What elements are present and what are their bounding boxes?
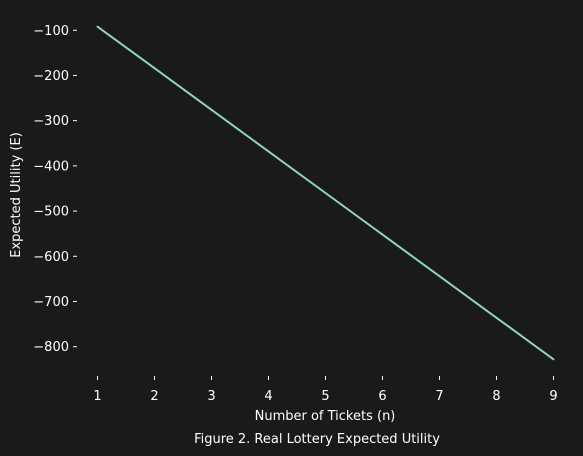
plot-area (96, 25, 555, 361)
data-point (210, 108, 213, 111)
figure-caption: Figure 2. Real Lottery Expected Utility (194, 432, 440, 447)
x-tick-label: 7 (435, 389, 443, 404)
y-tick-label: −700 (33, 295, 69, 310)
y-tick-label: −500 (33, 205, 69, 220)
x-tick-label: 4 (264, 389, 272, 404)
data-point (381, 233, 384, 236)
data-point (438, 275, 441, 278)
y-tick-label: −100 (33, 24, 69, 39)
x-tick-label: 1 (93, 389, 101, 404)
data-point (552, 358, 555, 361)
data-point (267, 150, 270, 153)
x-tick-label: 3 (207, 389, 215, 404)
x-tick-label: 6 (378, 389, 386, 404)
x-axis-label: Number of Tickets (n) (255, 409, 396, 424)
x-axis: 1 2 3 4 5 6 7 8 9 (93, 376, 558, 404)
y-tick-label: −800 (33, 340, 69, 355)
x-tick-label: 8 (492, 389, 500, 404)
y-tick-label: −600 (33, 250, 69, 265)
y-axis: −100 −200 −300 −400 −500 −600 −700 −800 (33, 24, 77, 355)
data-point (495, 316, 498, 319)
x-tick-label: 9 (549, 389, 557, 404)
y-tick-label: −300 (33, 114, 69, 129)
y-tick-label: −200 (33, 69, 69, 84)
x-tick-label: 2 (150, 389, 158, 404)
data-point (96, 25, 99, 28)
y-axis-label: Expected Utility (E) (9, 132, 24, 258)
data-point (153, 67, 156, 70)
y-tick-label: −400 (33, 159, 69, 174)
x-tick-label: 5 (321, 389, 329, 404)
data-point (324, 192, 327, 194)
